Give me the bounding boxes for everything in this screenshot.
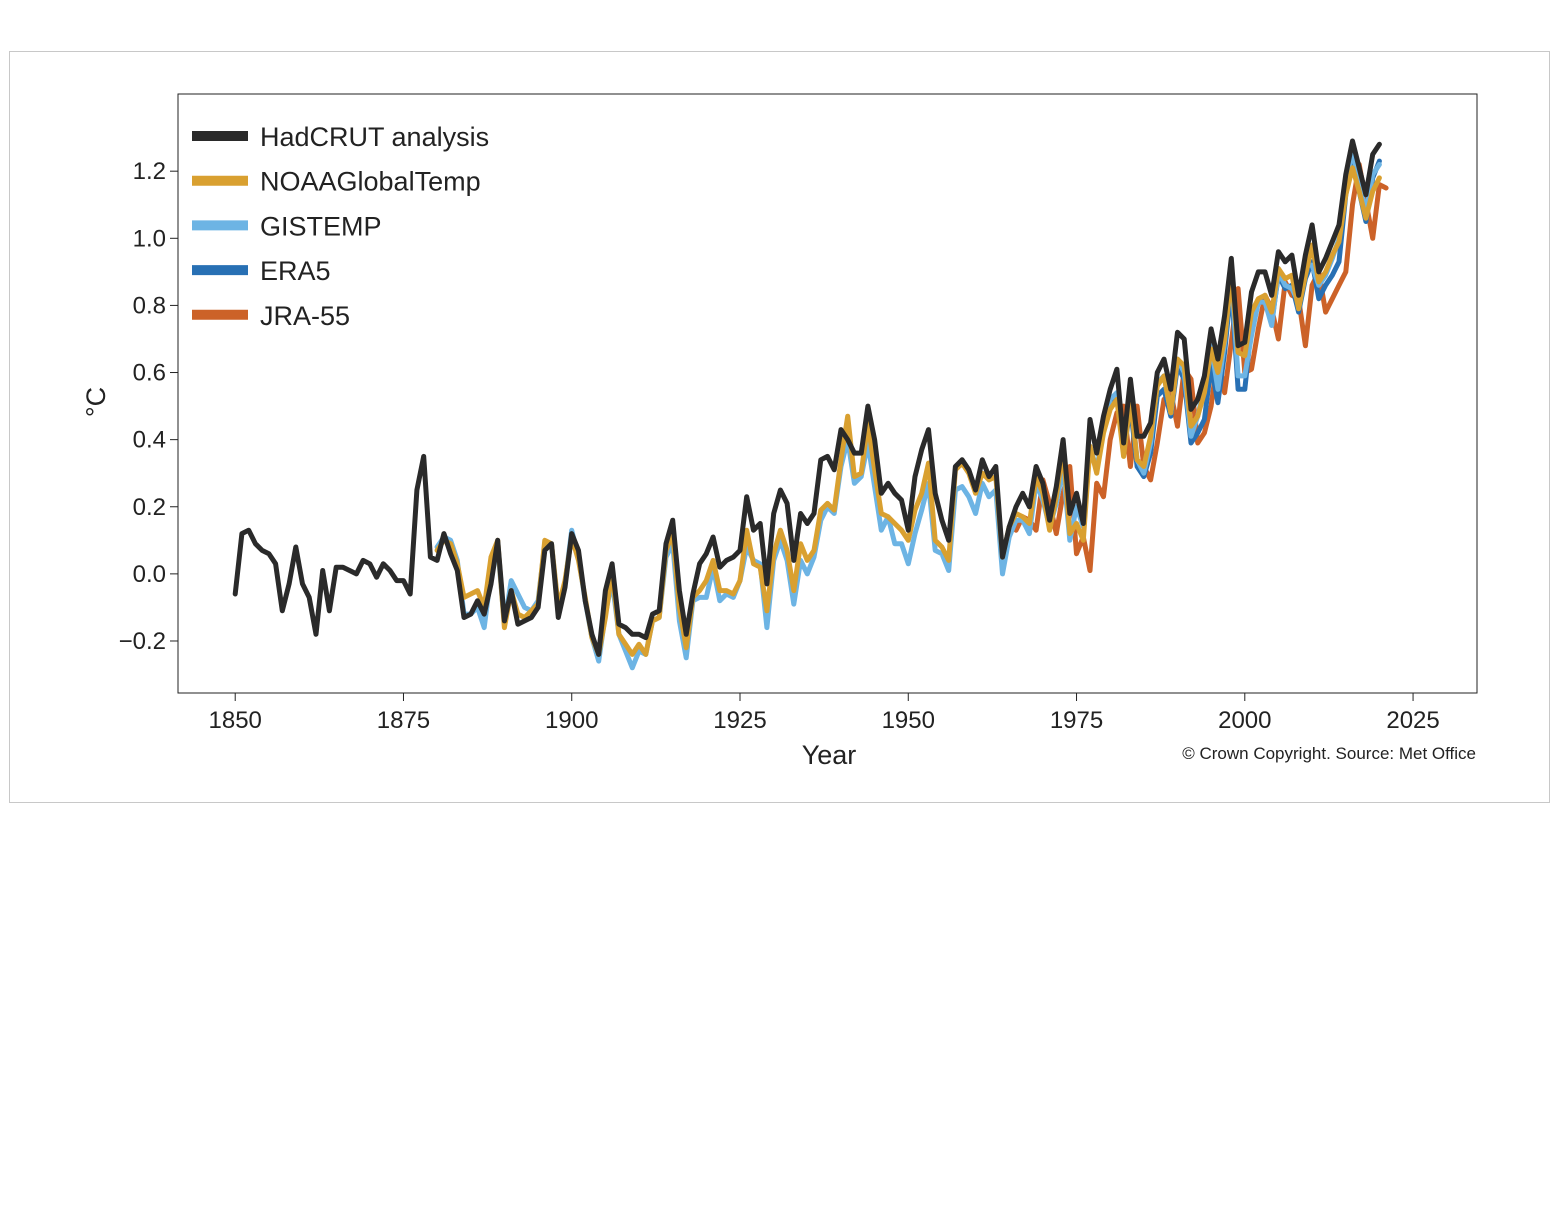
y-tick-label-0: −0.2	[119, 628, 166, 655]
x-tick-label-1850: 1850	[209, 707, 262, 734]
source-credit: © Crown Copyright. Source: Met Office	[1182, 744, 1476, 763]
series-line-gistemp	[434, 148, 1382, 671]
x-tick-label-1900: 1900	[545, 707, 598, 734]
x-tick-label-1950: 1950	[882, 707, 935, 734]
x-tick-label-1925: 1925	[713, 707, 766, 734]
y-axis: −0.2 0.0 0.2 0.4 0.6 0.8 1.0 1.2	[119, 158, 178, 655]
legend-label-gistemp: GISTEMP	[260, 211, 382, 241]
series-group	[232, 138, 1389, 671]
x-axis-title: Year	[802, 740, 857, 770]
y-tick-label-4: 0.6	[133, 360, 166, 387]
y-tick-label-2: 0.2	[133, 494, 166, 521]
plot-frame	[177, 93, 1478, 694]
x-tick-label-2000: 2000	[1218, 707, 1271, 734]
legend-label-noaaglobaltemp: NOAAGlobalTemp	[260, 167, 481, 197]
series-line-jra-55	[1013, 162, 1389, 573]
legend-label-jra-55: JRA-55	[260, 301, 350, 331]
series-line-hadcrut-analysis	[232, 138, 1382, 657]
x-tick-label-2025: 2025	[1386, 707, 1439, 734]
figure-frame: 1850 1875 1900 1925 1950 1975 2000 2025 −0.2 0.0…	[9, 51, 1550, 803]
x-axis: 1850 1875 1900 1925 1950 1975 2000 2025	[209, 693, 1440, 734]
x-tick-label-1875: 1875	[377, 707, 430, 734]
legend-label-era5: ERA5	[260, 256, 331, 286]
y-tick-label-1: 0.0	[133, 561, 166, 588]
y-tick-label-3: 0.4	[133, 427, 166, 454]
y-axis-title: °C	[81, 387, 111, 417]
y-tick-label-6: 1.0	[133, 225, 166, 252]
chart-svg: 1850 1875 1900 1925 1950 1975 2000 2025 −0.2 0.0…	[81, 93, 1478, 770]
legend: HadCRUT analysis NOAAGlobalTemp GISTEMP ERA…	[192, 122, 489, 331]
legend-label-hadcrut-analysis: HadCRUT analysis	[260, 122, 489, 152]
series-line-noaaglobaltemp	[434, 165, 1382, 657]
y-tick-label-7: 1.2	[133, 158, 166, 185]
y-tick-label-5: 0.8	[133, 292, 166, 319]
x-tick-label-1975: 1975	[1050, 707, 1103, 734]
